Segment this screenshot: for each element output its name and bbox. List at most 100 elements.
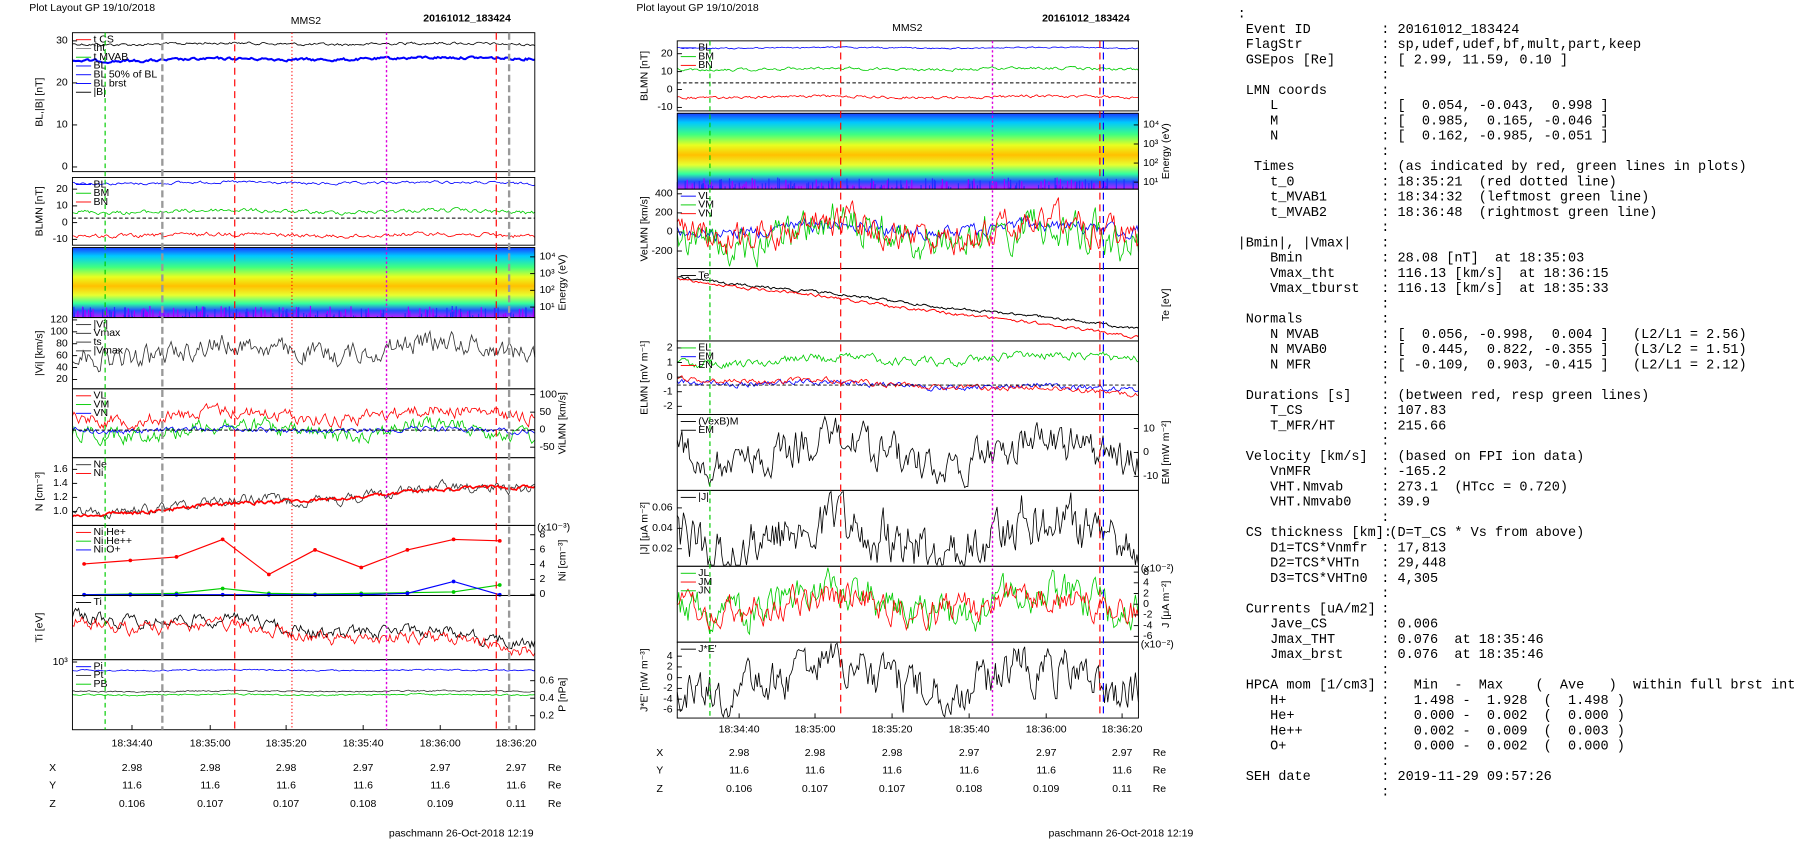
row-value: 0.107: [273, 798, 299, 810]
info-label: HPCA mom [1/cm3]: [1238, 679, 1376, 694]
row-value: 2.98: [729, 747, 750, 759]
trace: [72, 41, 536, 47]
y-tick-label: 40: [56, 361, 68, 373]
info-label: SEH date: [1238, 770, 1311, 785]
legend-entry: BN: [93, 196, 108, 208]
legend-entry: Ni He++: [93, 535, 132, 547]
info-label: Bmin: [1238, 252, 1303, 267]
row-value: 11.6: [122, 780, 142, 792]
trace: [676, 203, 1139, 268]
trace-dot: [497, 583, 502, 587]
row-value: 2.97: [506, 762, 527, 774]
y-tick-label: -6: [1143, 630, 1152, 642]
y-axis-label: Energy (eV): [557, 255, 569, 311]
row-value: 2.97: [959, 747, 980, 759]
y-tick-label: 100: [539, 388, 557, 400]
legend-entry: tht: [93, 42, 105, 54]
legend-entry: BL: [93, 60, 106, 72]
y-tick-label: -10: [1143, 470, 1158, 482]
row-name: Y: [49, 780, 56, 792]
y-tick-label: 10⁴: [539, 251, 555, 263]
info-value: : 273.1 (HTcc = 0.720): [1381, 480, 1568, 495]
info-value: : 0.000 - 0.002 ( 0.000 ): [1381, 740, 1625, 755]
y-tick-label: 200: [655, 207, 673, 219]
y-axis-label: |Vi| [km/s]: [34, 330, 46, 376]
y-axis-label: P [nPa]: [557, 677, 569, 711]
info-value: : 0.006: [1381, 618, 1438, 633]
trace-dot: [266, 572, 271, 577]
x-tick-label: 18:35:00: [190, 738, 231, 750]
row-value: 2.97: [1112, 747, 1133, 759]
trace-dot: [266, 592, 271, 597]
y-tick-label: 10: [1143, 422, 1155, 434]
x-tick-label: 18:35:00: [795, 724, 836, 736]
y-tick-label: 60: [56, 349, 68, 361]
x-tick-label: 18:36:20: [496, 738, 537, 750]
row-value: 11.6: [276, 780, 296, 792]
info-label: Jave_CS: [1238, 618, 1327, 633]
row-value: 0.108: [956, 783, 982, 795]
y-tick-label: 10: [661, 65, 673, 77]
y-tick-label: 10³: [539, 267, 555, 279]
y-tick-label: 2: [667, 661, 673, 673]
info-label: H+: [1238, 694, 1287, 709]
y-tick-label: 0.2: [539, 710, 554, 722]
axis-multiplier: (x10⁻²): [1141, 562, 1174, 574]
y-tick-label: 20: [56, 77, 68, 89]
legend-entry: BL 50% of BL: [93, 69, 157, 81]
row-value: 11.6: [506, 780, 526, 792]
y-tick-label: 1.6: [53, 463, 68, 475]
plot-title: MMS2: [291, 15, 321, 27]
y-tick-label: -200: [652, 245, 673, 257]
info-label: T_CS: [1238, 404, 1303, 419]
info-label: N MFR: [1238, 358, 1311, 373]
y-axis-label: Ti [eV]: [34, 613, 46, 643]
trace: [72, 693, 535, 697]
info-value: : [ 2.99, 11.59, 0.10 ]: [1381, 53, 1568, 68]
row-name: Y: [656, 764, 663, 776]
trace: [676, 490, 1139, 567]
y-tick-label: 1.2: [53, 491, 68, 503]
y-tick-label: 8: [539, 529, 545, 541]
trace: [676, 378, 1139, 393]
info-value: : [ -0.109, 0.903, -0.415 ] (L2/L1 = 2.1…: [1381, 358, 1746, 373]
row-unit: Re: [1153, 747, 1167, 759]
row-unit: Re: [548, 762, 562, 774]
y-tick-label: -4: [663, 693, 672, 705]
y-tick-label: 0: [539, 423, 545, 435]
trace: [676, 197, 1139, 256]
trace: [676, 567, 1139, 636]
trace: [677, 581, 1139, 632]
legend-entry: |Vi|: [93, 318, 108, 330]
legend-entry: Te: [698, 269, 709, 281]
trace-dot: [174, 555, 179, 559]
plot-title: MMS2: [892, 22, 922, 34]
info-value: : 28.08 [nT] at 18:35:03: [1381, 252, 1584, 267]
y-tick-label: 10: [56, 119, 68, 131]
info-label: Jmax_brst: [1238, 648, 1344, 663]
y-tick-label: 10⁴: [1143, 119, 1159, 131]
trace: [71, 484, 536, 518]
legend-entry: VL: [698, 190, 711, 202]
trace-dot: [497, 592, 502, 597]
row-value: 2.98: [276, 762, 297, 774]
x-tick-label: 18:34:40: [112, 738, 153, 750]
info-value: :: [1381, 755, 1389, 770]
info-value: :: [1381, 297, 1389, 312]
row-value: 11.6: [729, 764, 749, 776]
legend-entry: Ni: [93, 467, 103, 479]
x-tick-label: 18:36:00: [1026, 724, 1067, 736]
y-tick-label: 10³: [1143, 138, 1159, 150]
info-label: N: [1238, 130, 1279, 145]
row-value: 11.6: [1036, 764, 1056, 776]
y-axis-label: BL,|B| [nT]: [34, 77, 46, 126]
row-value: 0.107: [197, 798, 223, 810]
info-value: : 18:35:21 (red dotted line): [1381, 175, 1616, 190]
axis-multiplier: (x10⁻²): [1141, 638, 1174, 650]
info-label: t_0: [1238, 175, 1295, 190]
legend-entry: EN: [698, 359, 713, 371]
y-axis-label: Ni [cm⁻³]: [557, 539, 569, 581]
trace: [677, 375, 1139, 398]
info-value: : [ 0.985, 0.165, -0.046 ]: [1381, 114, 1608, 129]
